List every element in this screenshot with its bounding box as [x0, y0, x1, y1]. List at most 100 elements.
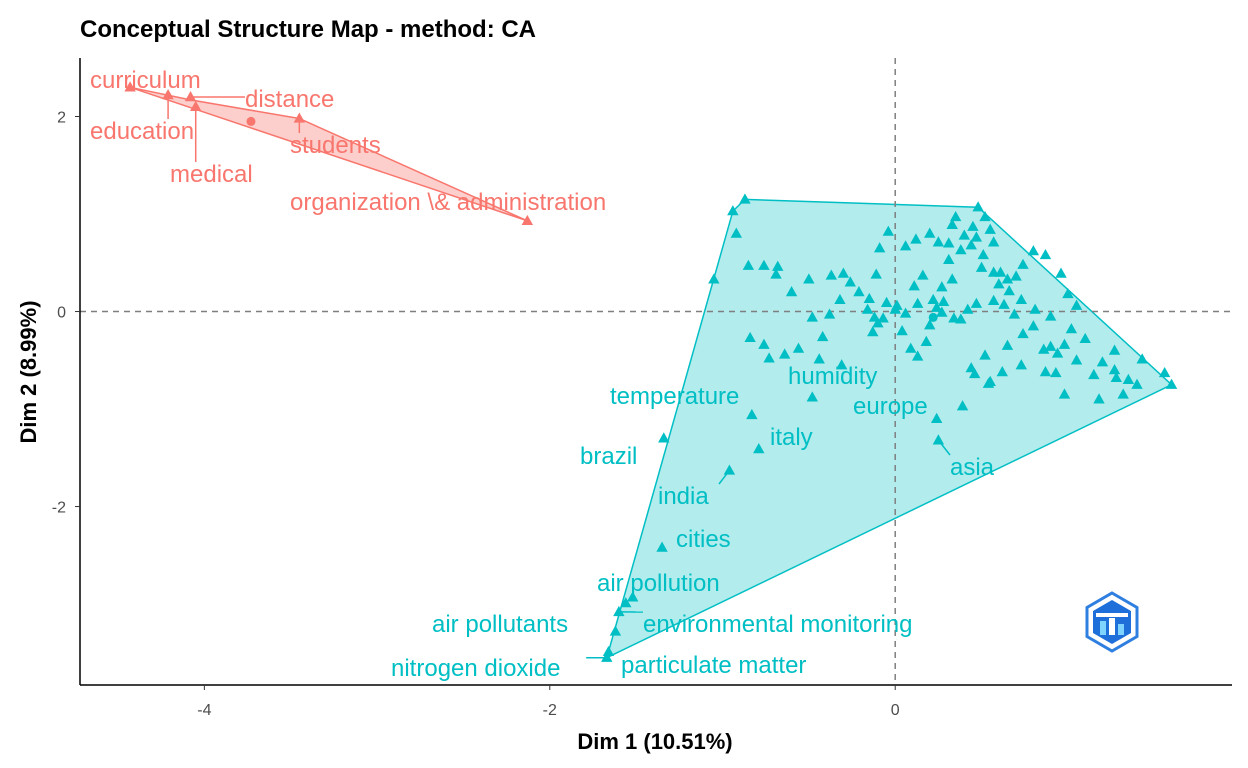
data-point: [936, 281, 948, 292]
data-point: [806, 391, 819, 402]
point-label: environmental monitoring: [643, 611, 912, 638]
data-point: [984, 223, 996, 234]
data-point: [873, 242, 886, 253]
data-point: [910, 233, 922, 244]
data-point: [979, 349, 991, 360]
data-point: [1001, 273, 1014, 284]
data-point: [1008, 308, 1021, 319]
data-point: [1058, 338, 1071, 349]
data-point: [620, 597, 632, 608]
data-point: [1015, 293, 1027, 305]
data-point: [905, 342, 917, 353]
point-label: india: [658, 483, 709, 510]
data-point: [742, 259, 755, 270]
y-axis-title: Dim 2 (8.99%): [16, 300, 41, 443]
data-point: [1010, 270, 1022, 281]
data-point: [924, 319, 936, 330]
data-point: [899, 307, 912, 318]
data-point: [889, 303, 901, 314]
cluster-2-centroid: [928, 312, 938, 322]
point-label: cities: [676, 526, 731, 553]
data-point: [867, 326, 879, 337]
data-point: [1136, 353, 1148, 364]
data-point: [806, 311, 819, 322]
data-point: [861, 303, 874, 314]
data-point: [1038, 343, 1050, 354]
data-point: [1015, 359, 1027, 370]
chart-title: Conceptual Structure Map - method: CA: [80, 16, 536, 43]
data-point: [708, 273, 720, 284]
data-point: [1003, 285, 1015, 296]
data-point: [1044, 340, 1057, 351]
data-point: [1165, 378, 1178, 389]
axes: [79, 58, 1232, 686]
data-point: [1062, 287, 1074, 299]
data-point: [982, 377, 995, 388]
data-point: [970, 231, 983, 242]
reference-lines: [80, 58, 1232, 685]
data-point: [927, 293, 939, 305]
point-labels: curriculum distance education students medic…: [90, 67, 995, 682]
data-point: [943, 253, 955, 265]
data-point: [930, 301, 943, 312]
data-point: [967, 220, 979, 231]
data-point: [1039, 365, 1052, 377]
data-point: [958, 229, 970, 240]
data-point: [911, 350, 924, 361]
data-point: [956, 400, 969, 411]
data-point: [1088, 368, 1100, 380]
data-point: [1044, 310, 1057, 321]
data-point: [877, 312, 889, 323]
point-label: asia: [950, 454, 995, 481]
data-point: [835, 359, 848, 370]
y-tick-label: 2: [57, 110, 66, 127]
data-point: [972, 201, 984, 212]
data-point: [162, 89, 174, 100]
x-axis-title: Dim 1 (10.51%): [577, 729, 732, 754]
data-point: [996, 365, 1008, 377]
point-label: nitrogen dioxide: [391, 655, 560, 682]
data-point: [601, 651, 613, 662]
data-point: [823, 308, 836, 319]
plot-area: -4 -2 0 -2 0 2 curriculum distance education stu…: [52, 58, 1232, 719]
bibliometrix-logo-icon: [1085, 591, 1139, 653]
data-point: [911, 297, 924, 308]
data-point: [930, 412, 943, 423]
point-label: brazil: [580, 443, 637, 470]
data-point: [1058, 388, 1071, 399]
data-point: [813, 353, 825, 364]
cluster-1-centroid: [246, 116, 256, 126]
data-point: [993, 278, 1005, 289]
point-label: particulate matter: [621, 652, 806, 679]
data-point: [1051, 347, 1064, 358]
data-point: [979, 210, 991, 222]
point-label: europe: [853, 393, 928, 420]
data-point: [965, 239, 977, 250]
point-label: temperature: [610, 383, 739, 410]
data-point: [739, 193, 751, 204]
y-tick-label: -2: [52, 500, 66, 517]
data-point: [1158, 366, 1171, 378]
data-point: [932, 434, 945, 445]
data-point: [937, 295, 950, 306]
label-leader-lines: [167, 95, 951, 659]
data-point: [998, 298, 1010, 309]
data-point: [920, 335, 932, 346]
data-point: [746, 408, 758, 420]
data-point: [727, 205, 739, 216]
data-point: [184, 91, 197, 102]
x-tick-label: 0: [891, 702, 900, 719]
data-point: [1001, 339, 1014, 350]
data-point: [834, 293, 846, 305]
data-point: [785, 286, 798, 297]
point-label: humidity: [788, 363, 877, 390]
point-label: air pollutants: [432, 611, 568, 638]
data-point: [1108, 344, 1121, 355]
point-label: curriculum: [90, 67, 201, 94]
data-point: [943, 237, 955, 248]
data-point: [853, 286, 865, 297]
data-point: [602, 645, 615, 657]
data-point: [1039, 248, 1052, 260]
point-label: distance: [245, 86, 334, 113]
